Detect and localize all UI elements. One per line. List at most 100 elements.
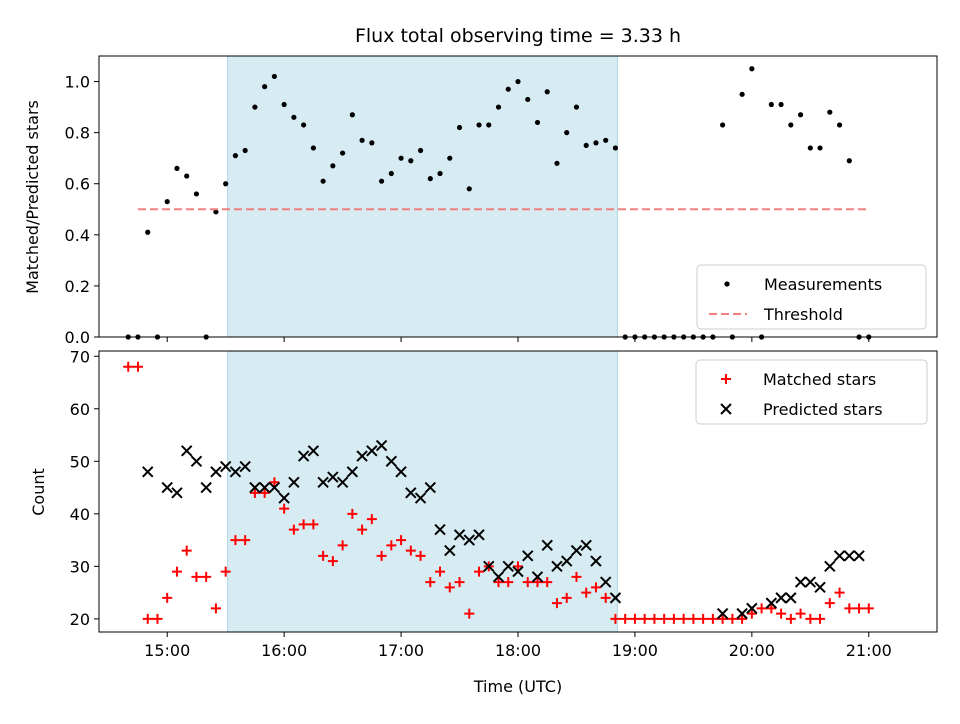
data-point	[330, 163, 336, 169]
data-point	[279, 503, 290, 514]
data-point	[836, 122, 843, 128]
y-tick-label: 60	[70, 400, 90, 419]
data-point	[551, 560, 563, 573]
data-point	[863, 603, 874, 614]
data-point	[824, 598, 835, 609]
data-point	[240, 535, 251, 546]
data-point	[200, 481, 212, 494]
legend-box	[695, 359, 928, 425]
data-point	[258, 481, 271, 494]
data-point	[278, 492, 290, 504]
data-point	[142, 613, 153, 624]
series-matched-stars	[123, 361, 874, 624]
series-predicted-stars	[142, 439, 865, 620]
data-point	[561, 555, 573, 567]
data-point	[794, 576, 807, 588]
data-point	[531, 571, 544, 583]
data-point	[378, 178, 385, 184]
data-point	[219, 460, 232, 473]
data-point	[171, 566, 182, 577]
data-point	[720, 122, 726, 128]
data-point	[486, 122, 492, 128]
data-point	[573, 104, 580, 110]
data-point	[437, 170, 443, 177]
data-point	[171, 487, 183, 499]
bottom-panel: 20 30 40 50 60 70 15:00 16:00 17:00 18:00 19:00 20:…	[70, 347, 938, 660]
data-point	[281, 101, 287, 108]
data-point	[152, 613, 163, 624]
data-point	[388, 170, 394, 177]
data-point	[746, 608, 757, 619]
data-point	[447, 155, 453, 161]
data-point	[369, 140, 375, 146]
top-panel: 0.0 0.2 0.4 0.6 0.8 1.0 Measurements Threshold	[65, 55, 938, 347]
data-point	[765, 597, 778, 609]
data-point	[785, 592, 797, 604]
y-tick-label: 0.8	[65, 124, 90, 143]
data-point	[717, 613, 728, 624]
data-point	[522, 550, 534, 562]
data-point	[357, 524, 368, 535]
data-point	[814, 581, 826, 594]
data-point	[210, 466, 222, 478]
data-point	[474, 566, 485, 577]
data-point	[716, 607, 729, 620]
chart-title: Flux total observing time = 3.33 h	[355, 25, 681, 47]
legend-label: Matched stars	[763, 370, 876, 389]
data-point	[385, 455, 398, 468]
data-point	[310, 145, 316, 151]
data-point	[805, 613, 816, 624]
y-tick-label: 1.0	[65, 73, 90, 92]
data-point	[583, 142, 589, 149]
data-point	[229, 466, 242, 478]
data-point	[495, 104, 502, 110]
data-point	[142, 466, 154, 478]
data-point	[453, 529, 466, 541]
data-point	[239, 460, 251, 473]
data-point	[512, 565, 524, 578]
data-point	[580, 539, 592, 552]
data-point	[180, 445, 193, 457]
data-point	[493, 577, 504, 588]
data-point	[612, 145, 619, 151]
data-point	[466, 186, 472, 192]
data-point	[843, 550, 856, 562]
data-point	[766, 603, 777, 614]
x-tick-label: 16:00	[261, 641, 307, 660]
data-point	[610, 613, 621, 624]
data-point	[425, 577, 436, 588]
data-point	[561, 592, 572, 603]
data-point	[230, 535, 241, 546]
data-point	[639, 613, 650, 624]
data-point	[232, 153, 239, 159]
data-point	[259, 487, 270, 498]
data-point	[797, 112, 804, 118]
shaded-interval	[227, 350, 618, 633]
data-point	[356, 450, 368, 462]
x-axis-label: Time (UTC)	[473, 677, 562, 696]
data-point	[417, 147, 424, 154]
data-point	[620, 613, 631, 624]
data-point	[599, 576, 612, 588]
data-point	[541, 539, 553, 552]
legend-label: Threshold	[763, 305, 843, 324]
top-y-axis-label: Matched/Predicted stars	[23, 100, 42, 294]
data-point	[346, 466, 359, 478]
data-point	[551, 598, 562, 609]
data-point	[405, 545, 416, 556]
data-point	[698, 613, 709, 624]
data-point	[174, 165, 180, 171]
axes-frame	[98, 350, 938, 633]
data-point	[427, 176, 433, 182]
legend-swatch	[720, 403, 732, 415]
data-point	[854, 603, 865, 614]
data-point	[473, 529, 485, 541]
data-point	[424, 481, 437, 494]
data-point	[534, 119, 541, 126]
data-point	[668, 613, 679, 624]
data-point	[846, 158, 852, 164]
x-tick-label: 17:00	[378, 641, 424, 660]
data-point	[444, 544, 456, 557]
data-point	[414, 492, 427, 504]
data-point	[444, 582, 455, 593]
